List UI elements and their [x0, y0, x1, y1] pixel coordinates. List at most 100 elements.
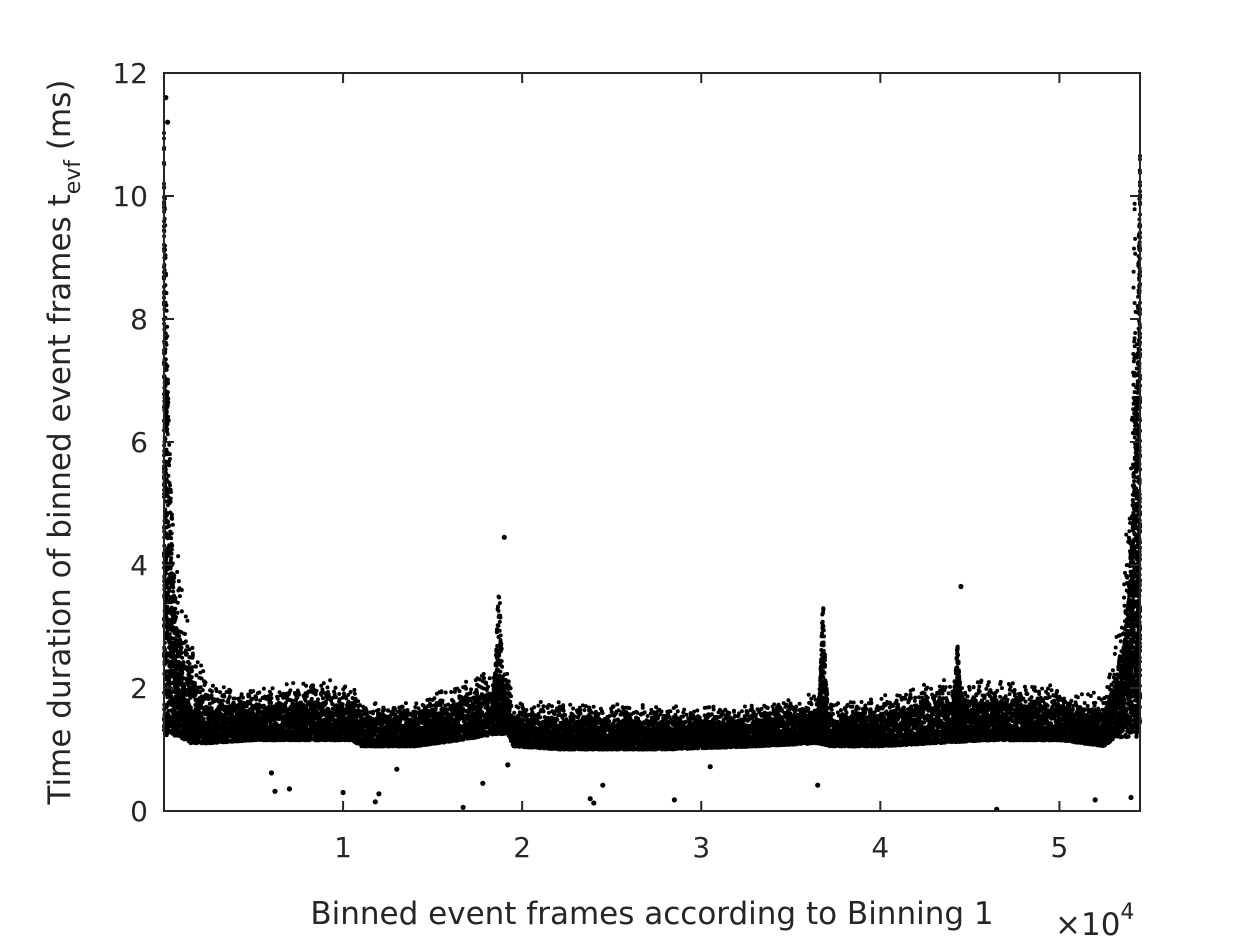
data-point: [228, 688, 233, 693]
data-point: [179, 651, 184, 655]
data-point: [170, 522, 175, 527]
data-point: [289, 698, 294, 703]
data-point: [428, 704, 433, 708]
data-point: [373, 701, 378, 706]
data-point: [175, 610, 180, 615]
data-point: [189, 668, 194, 673]
data-point: [516, 705, 521, 710]
data-point: [439, 689, 444, 694]
data-point: [251, 689, 256, 694]
data-point: [200, 688, 205, 693]
data-point: [210, 683, 215, 688]
data-point: [176, 554, 181, 559]
data-point: [475, 691, 480, 696]
data-point: [190, 653, 195, 658]
data-point: [328, 678, 333, 683]
data-point: [212, 699, 217, 704]
data-point: [356, 699, 361, 704]
data-point: [200, 699, 205, 705]
data-point: [487, 676, 492, 681]
data-point: [232, 696, 237, 701]
data-point: [440, 698, 445, 703]
data-point: [181, 660, 186, 665]
data-point: [469, 687, 474, 692]
data-point: [226, 700, 231, 705]
data-point: [509, 703, 514, 708]
data-point: [184, 677, 190, 682]
data-point: [224, 704, 229, 709]
data-point: [325, 685, 330, 690]
data-point: [464, 679, 469, 684]
data-point: [185, 618, 190, 623]
data-point: [183, 639, 188, 644]
data-point: [209, 689, 214, 694]
data-point: [227, 694, 232, 699]
data-point: [464, 686, 469, 691]
data-point: [352, 687, 357, 692]
data-point: [340, 702, 345, 707]
data-point: [205, 705, 210, 710]
data-point: [269, 692, 274, 697]
data-point: [190, 665, 195, 670]
data-point: [180, 655, 185, 660]
data-point: [321, 681, 326, 686]
data-point: [257, 690, 262, 695]
data-point: [509, 694, 513, 699]
data-point: [201, 716, 206, 721]
data-point: [358, 709, 362, 714]
data-point: [261, 686, 266, 691]
data-point: [324, 701, 328, 705]
data-point: [508, 699, 513, 704]
data-point: [343, 684, 348, 689]
data-point: [224, 690, 229, 694]
data-point: [468, 691, 473, 695]
data-point: [352, 691, 357, 696]
data-point: [316, 697, 320, 702]
data-point: [194, 673, 199, 678]
data-point: [176, 579, 181, 584]
data-point: [269, 700, 273, 705]
data-points: [162, 95, 1143, 812]
data-point: [348, 690, 353, 694]
data-point: [222, 694, 227, 699]
data-point: [184, 648, 188, 653]
data-point: [221, 698, 225, 703]
data-point: [198, 685, 203, 690]
data-point: [284, 682, 289, 687]
data-point: [333, 695, 338, 700]
data-point: [193, 681, 197, 686]
data-point: [179, 609, 184, 614]
data-point: [269, 696, 274, 701]
data-point: [199, 663, 204, 668]
data-point: [184, 651, 189, 656]
data-point: [199, 676, 204, 681]
data-point: [179, 645, 184, 650]
data-point: [240, 695, 245, 700]
data-point: [333, 685, 338, 690]
data-point: [218, 690, 223, 695]
data-point: [301, 702, 306, 707]
data-point: [443, 690, 448, 695]
data-point: [189, 675, 194, 680]
data-point: [486, 684, 490, 689]
data-point: [337, 692, 342, 696]
data-point: [275, 696, 280, 701]
data-point: [376, 707, 381, 712]
data-point: [403, 701, 408, 706]
data-point: [314, 688, 319, 693]
data-point: [414, 701, 419, 706]
data-point: [183, 632, 187, 636]
data-point: [187, 661, 192, 666]
data-point: [209, 693, 214, 698]
data-point: [270, 686, 275, 691]
data-point: [451, 699, 456, 704]
data-point: [512, 710, 517, 715]
data-point: [288, 688, 293, 693]
data-point: [201, 669, 206, 674]
data-point: [291, 681, 296, 686]
data-point: [190, 645, 195, 650]
data-point: [254, 697, 259, 702]
data-point: [505, 671, 510, 676]
data-point: [311, 683, 316, 688]
